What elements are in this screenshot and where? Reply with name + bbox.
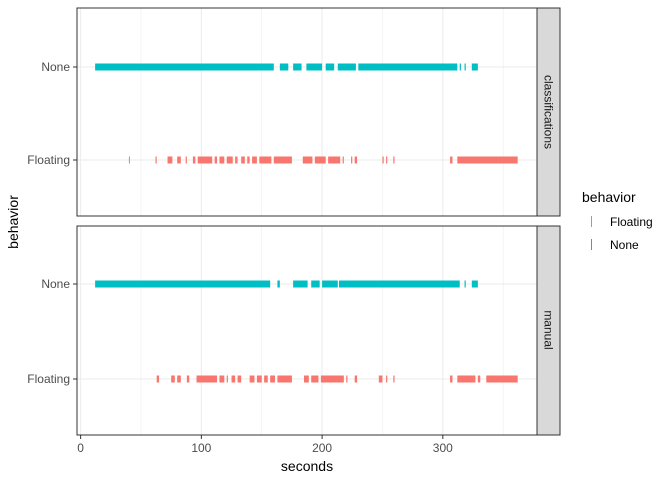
facet-strip-label-classifications: classifications [542,75,556,149]
facet-strip-manual [536,225,561,436]
data-mark-floating [450,375,453,383]
data-mark-floating [393,156,395,164]
data-mark-none [306,63,323,71]
panel-marks [95,63,518,164]
x-axis: 0 100 200 300 [77,435,453,455]
data-mark-floating [320,375,344,383]
data-mark-none [311,280,320,288]
data-mark-floating [303,375,309,383]
data-mark-floating [192,156,196,164]
x-tick-label: 300 [433,441,453,455]
data-mark-floating [219,375,225,383]
legend: behavior Floating None [582,189,653,253]
data-mark-floating [226,375,228,383]
data-mark-floating [314,156,326,164]
data-mark-floating [273,156,292,164]
data-mark-none [464,63,466,71]
data-mark-floating [219,156,225,164]
data-mark-none [459,63,461,71]
facet-strip-classifications [536,7,561,217]
data-mark-floating [171,375,175,383]
data-mark-floating [167,156,173,164]
data-mark-floating [235,156,238,164]
data-mark-floating [386,375,388,383]
y-axis-title: behavior [5,195,21,249]
data-mark-floating [249,375,255,383]
data-mark-floating [155,156,157,164]
data-mark-floating [128,156,130,164]
legend-title: behavior [582,189,636,205]
y-tick-label-floating: Floating [27,153,70,167]
panel-marks [95,280,518,383]
data-mark-floating [450,156,453,164]
data-mark-none [95,280,271,288]
data-mark-floating [354,375,358,383]
x-tick-label: 0 [77,441,84,455]
data-mark-floating [185,156,187,164]
data-mark-floating [351,156,353,164]
data-mark-floating [457,375,476,383]
data-mark-floating [382,156,384,164]
data-mark-none [279,63,289,71]
data-mark-none [293,63,302,71]
data-mark-floating [477,375,481,383]
data-mark-floating [214,156,218,164]
data-mark-none [471,280,478,288]
data-mark-none [95,63,274,71]
data-mark-floating [457,156,518,164]
data-mark-floating [156,375,160,383]
data-mark-floating [256,375,262,383]
data-mark-floating [342,156,344,164]
data-mark-floating [237,375,242,383]
data-mark-none [325,63,335,71]
data-mark-floating [393,375,395,383]
data-mark-floating [196,375,218,383]
panel-manual: manual None Floating [27,225,561,436]
x-tick-label: 200 [312,441,332,455]
data-mark-none [358,63,458,71]
data-mark-floating [177,375,181,383]
data-mark-floating [226,156,233,164]
data-mark-floating [197,156,213,164]
data-mark-floating [328,156,341,164]
data-mark-floating [378,375,383,383]
data-mark-none [471,63,478,71]
data-mark-floating [302,156,313,164]
y-tick-label-none: None [41,277,70,291]
data-mark-floating [264,375,268,383]
data-mark-floating [346,375,348,383]
panel-background [77,8,537,216]
data-mark-floating [354,156,358,164]
legend-label-none: None [610,238,639,252]
data-mark-floating [247,156,250,164]
data-mark-none [277,280,280,288]
panel-background [77,226,537,435]
data-mark-none [322,280,338,288]
data-mark-none [338,280,460,288]
data-mark-floating [252,156,257,164]
data-mark-floating [259,156,272,164]
data-mark-floating [486,375,518,383]
data-mark-floating [177,156,181,164]
facet-strip-label-manual: manual [542,310,556,349]
data-mark-floating [311,375,319,383]
y-tick-label-floating: Floating [27,372,70,386]
data-mark-floating [186,375,190,383]
data-mark-floating [386,156,388,164]
x-axis-title: seconds [281,458,333,474]
data-mark-floating [270,375,276,383]
x-tick-label: 100 [191,441,211,455]
data-mark-floating [241,156,245,164]
data-mark-floating [231,375,236,383]
panel-classifications: classifications None Floating [27,7,561,217]
y-tick-label-none: None [41,60,70,74]
legend-label-floating: Floating [610,215,653,229]
data-mark-none [337,63,356,71]
data-mark-floating [277,375,292,383]
data-mark-none [464,280,466,288]
data-mark-none [293,280,308,288]
